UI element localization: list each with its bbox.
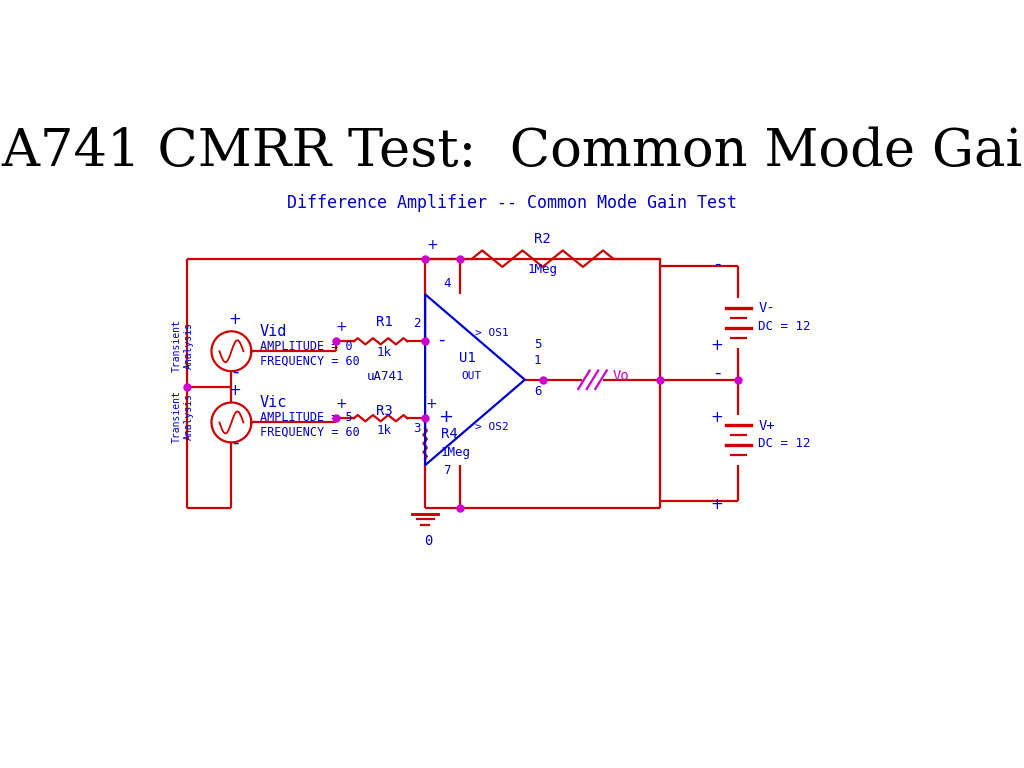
- Text: 7: 7: [443, 464, 451, 477]
- Text: 1Meg: 1Meg: [440, 446, 471, 459]
- Text: +: +: [711, 410, 724, 425]
- Text: 6: 6: [534, 386, 542, 399]
- Text: +: +: [425, 397, 436, 411]
- Text: R3: R3: [376, 404, 392, 418]
- Text: AMPLITUDE = 0: AMPLITUDE = 0: [260, 339, 352, 353]
- Text: R2: R2: [535, 232, 551, 246]
- Text: +: +: [711, 338, 724, 353]
- Text: uA741: uA741: [368, 369, 404, 382]
- Text: Transient
Analysis: Transient Analysis: [172, 390, 195, 443]
- Text: 5: 5: [534, 338, 542, 351]
- Text: R1: R1: [376, 315, 392, 329]
- Text: V+: V+: [759, 419, 775, 432]
- Text: +: +: [336, 397, 347, 411]
- Text: -: -: [714, 255, 720, 273]
- Text: 1k: 1k: [377, 346, 391, 359]
- Text: R4: R4: [440, 427, 458, 441]
- Text: > OS1: > OS1: [475, 328, 509, 338]
- Text: +: +: [336, 320, 347, 334]
- Text: 3: 3: [413, 422, 420, 435]
- Text: +: +: [228, 383, 242, 399]
- Text: Difference Amplifier -- Common Mode Gain Test: Difference Amplifier -- Common Mode Gain…: [287, 194, 737, 212]
- Text: 1Meg: 1Meg: [527, 263, 558, 276]
- Text: 1: 1: [534, 354, 542, 367]
- Text: -: -: [438, 331, 444, 349]
- Text: Transient
Analysis: Transient Analysis: [172, 319, 195, 372]
- Text: Vo: Vo: [612, 369, 629, 383]
- Text: V-: V-: [759, 301, 775, 315]
- Text: Vic: Vic: [260, 395, 288, 410]
- Text: 2: 2: [413, 317, 420, 330]
- Text: DC = 12: DC = 12: [759, 320, 811, 333]
- Text: FREQUENCY = 60: FREQUENCY = 60: [260, 425, 359, 439]
- Text: AMPLITUDE = 5: AMPLITUDE = 5: [260, 411, 352, 424]
- Text: 0: 0: [425, 534, 433, 548]
- Text: +: +: [426, 237, 438, 252]
- Text: 4: 4: [443, 277, 451, 290]
- Text: FREQUENCY = 60: FREQUENCY = 60: [260, 354, 359, 367]
- Text: -: -: [714, 363, 720, 382]
- Text: OUT: OUT: [461, 371, 481, 381]
- Text: -: -: [231, 362, 239, 381]
- Text: DC = 12: DC = 12: [759, 438, 811, 450]
- Text: uA741 CMRR Test:  Common Mode Gain: uA741 CMRR Test: Common Mode Gain: [0, 127, 1024, 177]
- Text: 1k: 1k: [377, 424, 391, 437]
- Text: -: -: [231, 434, 239, 452]
- Text: U1: U1: [460, 352, 476, 366]
- Text: > OS2: > OS2: [475, 422, 509, 432]
- Text: +: +: [711, 497, 724, 511]
- Text: +: +: [228, 312, 242, 327]
- Text: +: +: [438, 408, 453, 425]
- Text: Vid: Vid: [260, 323, 288, 339]
